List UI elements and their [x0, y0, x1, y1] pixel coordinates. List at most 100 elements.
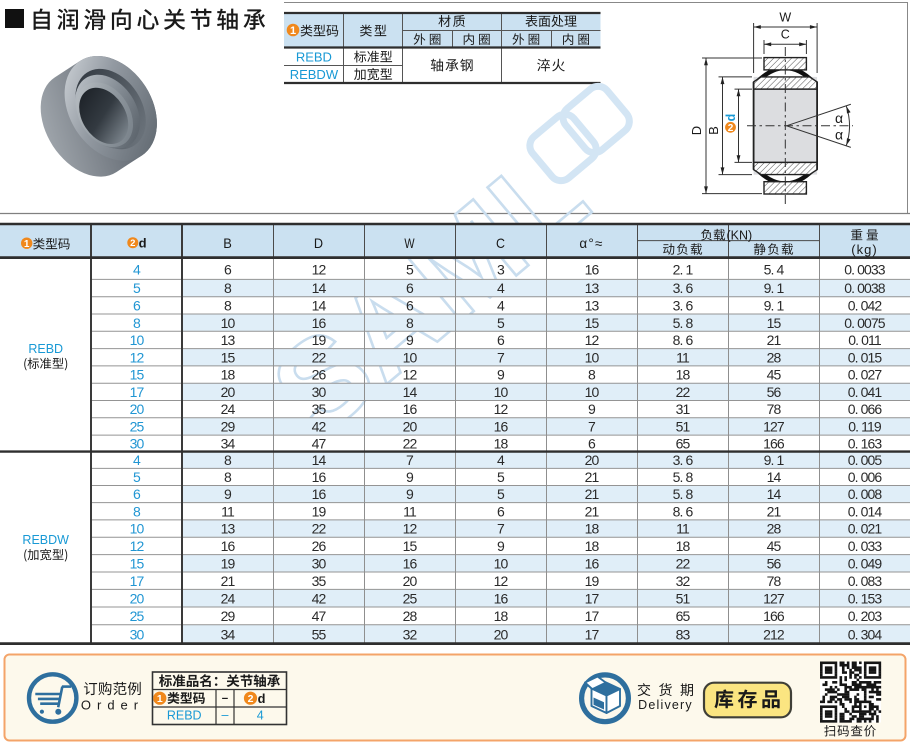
svg-text:11: 11 [403, 503, 417, 519]
svg-text:51: 51 [676, 419, 691, 435]
svg-text:22: 22 [403, 436, 418, 452]
svg-text:17: 17 [130, 573, 145, 589]
svg-text:5: 5 [497, 315, 505, 331]
svg-text:0. 0033: 0. 0033 [844, 261, 886, 277]
svg-text:REBDW: REBDW [22, 533, 69, 547]
svg-text:Order: Order [81, 698, 144, 713]
svg-text:0. 005: 0. 005 [848, 452, 883, 468]
svg-text:16: 16 [312, 315, 327, 331]
svg-text:18: 18 [585, 521, 600, 537]
svg-text:47: 47 [312, 436, 327, 452]
svg-text:6: 6 [133, 486, 141, 502]
svg-text:10: 10 [494, 555, 509, 571]
svg-text:7: 7 [406, 452, 414, 468]
svg-text:28: 28 [767, 521, 782, 537]
svg-text:22: 22 [312, 521, 327, 537]
svg-text:12: 12 [494, 401, 509, 417]
svg-text:166: 166 [763, 608, 785, 624]
svg-text:45: 45 [767, 538, 782, 554]
svg-text:2: 2 [130, 238, 135, 249]
svg-text:34: 34 [221, 626, 236, 642]
svg-text:7: 7 [497, 349, 505, 365]
svg-text:166: 166 [763, 436, 785, 452]
svg-text:10: 10 [494, 384, 509, 400]
svg-text:21: 21 [585, 486, 600, 502]
svg-text:25: 25 [130, 608, 145, 624]
svg-text:8. 6: 8. 6 [673, 332, 694, 348]
svg-text:32: 32 [676, 573, 691, 589]
svg-text:30: 30 [312, 384, 327, 400]
svg-text:17: 17 [585, 608, 600, 624]
svg-text:d: d [258, 691, 266, 706]
svg-text:78: 78 [767, 573, 782, 589]
svg-text:0. 008: 0. 008 [848, 486, 883, 502]
svg-text:8: 8 [588, 367, 596, 383]
svg-text:18: 18 [676, 367, 691, 383]
svg-text:0. 014: 0. 014 [848, 503, 883, 519]
svg-text:6: 6 [406, 298, 414, 314]
svg-text:3. 6: 3. 6 [673, 280, 694, 296]
svg-text:21: 21 [585, 469, 600, 485]
svg-text:0. 041: 0. 041 [848, 384, 883, 400]
svg-text:B: B [706, 126, 721, 135]
svg-text:30: 30 [312, 555, 327, 571]
svg-text:REBD: REBD [167, 709, 202, 723]
svg-text:9. 1: 9. 1 [764, 452, 785, 468]
svg-text:9. 1: 9. 1 [764, 298, 785, 314]
svg-text:10: 10 [130, 332, 145, 348]
svg-text:15: 15 [130, 367, 145, 383]
svg-text:8. 6: 8. 6 [673, 503, 694, 519]
svg-text:14: 14 [767, 469, 782, 485]
svg-text:18: 18 [494, 608, 509, 624]
svg-text:20: 20 [494, 626, 509, 642]
svg-text:3. 6: 3. 6 [673, 298, 694, 314]
svg-text:4: 4 [497, 280, 505, 296]
svg-text:0. 0038: 0. 0038 [844, 280, 886, 296]
svg-text:16: 16 [312, 486, 327, 502]
svg-text:2: 2 [248, 693, 254, 705]
svg-text:24: 24 [221, 401, 236, 417]
svg-text:12: 12 [130, 349, 145, 365]
svg-text:0. 027: 0. 027 [848, 367, 883, 383]
svg-text:21: 21 [767, 503, 782, 519]
svg-text:10: 10 [130, 521, 145, 537]
svg-text:W: W [779, 11, 791, 25]
svg-text:5: 5 [497, 486, 505, 502]
svg-text:17: 17 [585, 590, 600, 606]
svg-text:20: 20 [221, 384, 236, 400]
svg-text:1: 1 [157, 693, 163, 705]
svg-text:13: 13 [221, 521, 236, 537]
svg-text:6: 6 [497, 503, 505, 519]
svg-text:14: 14 [312, 280, 327, 296]
svg-text:16: 16 [403, 555, 418, 571]
svg-text:30: 30 [130, 436, 145, 452]
svg-text:0. 033: 0. 033 [848, 538, 883, 554]
svg-text:13: 13 [585, 280, 600, 296]
svg-text:2. 1: 2. 1 [673, 261, 694, 277]
svg-text:8: 8 [224, 469, 232, 485]
svg-text:–: – [222, 708, 229, 722]
svg-text:12: 12 [312, 261, 327, 277]
svg-text:26: 26 [312, 538, 327, 554]
svg-text:29: 29 [221, 608, 236, 624]
svg-text:5. 8: 5. 8 [673, 469, 694, 485]
svg-text:4: 4 [257, 709, 264, 723]
svg-text:8: 8 [224, 280, 232, 296]
svg-text:16: 16 [585, 555, 600, 571]
svg-text:5. 8: 5. 8 [673, 315, 694, 331]
svg-text:31: 31 [676, 401, 691, 417]
svg-text:16: 16 [494, 419, 509, 435]
svg-text:α°≈: α°≈ [579, 236, 603, 251]
svg-text:25: 25 [403, 590, 418, 606]
svg-text:21: 21 [221, 573, 236, 589]
svg-text:α: α [835, 110, 843, 126]
svg-text:16: 16 [403, 401, 418, 417]
svg-text:65: 65 [676, 436, 691, 452]
svg-text:7: 7 [497, 521, 505, 537]
svg-text:20: 20 [130, 401, 145, 417]
svg-text:16: 16 [585, 261, 600, 277]
svg-text:4: 4 [133, 261, 141, 277]
svg-text:0. 153: 0. 153 [848, 590, 883, 606]
svg-text:5. 4: 5. 4 [764, 261, 785, 277]
svg-text:212: 212 [763, 626, 785, 642]
